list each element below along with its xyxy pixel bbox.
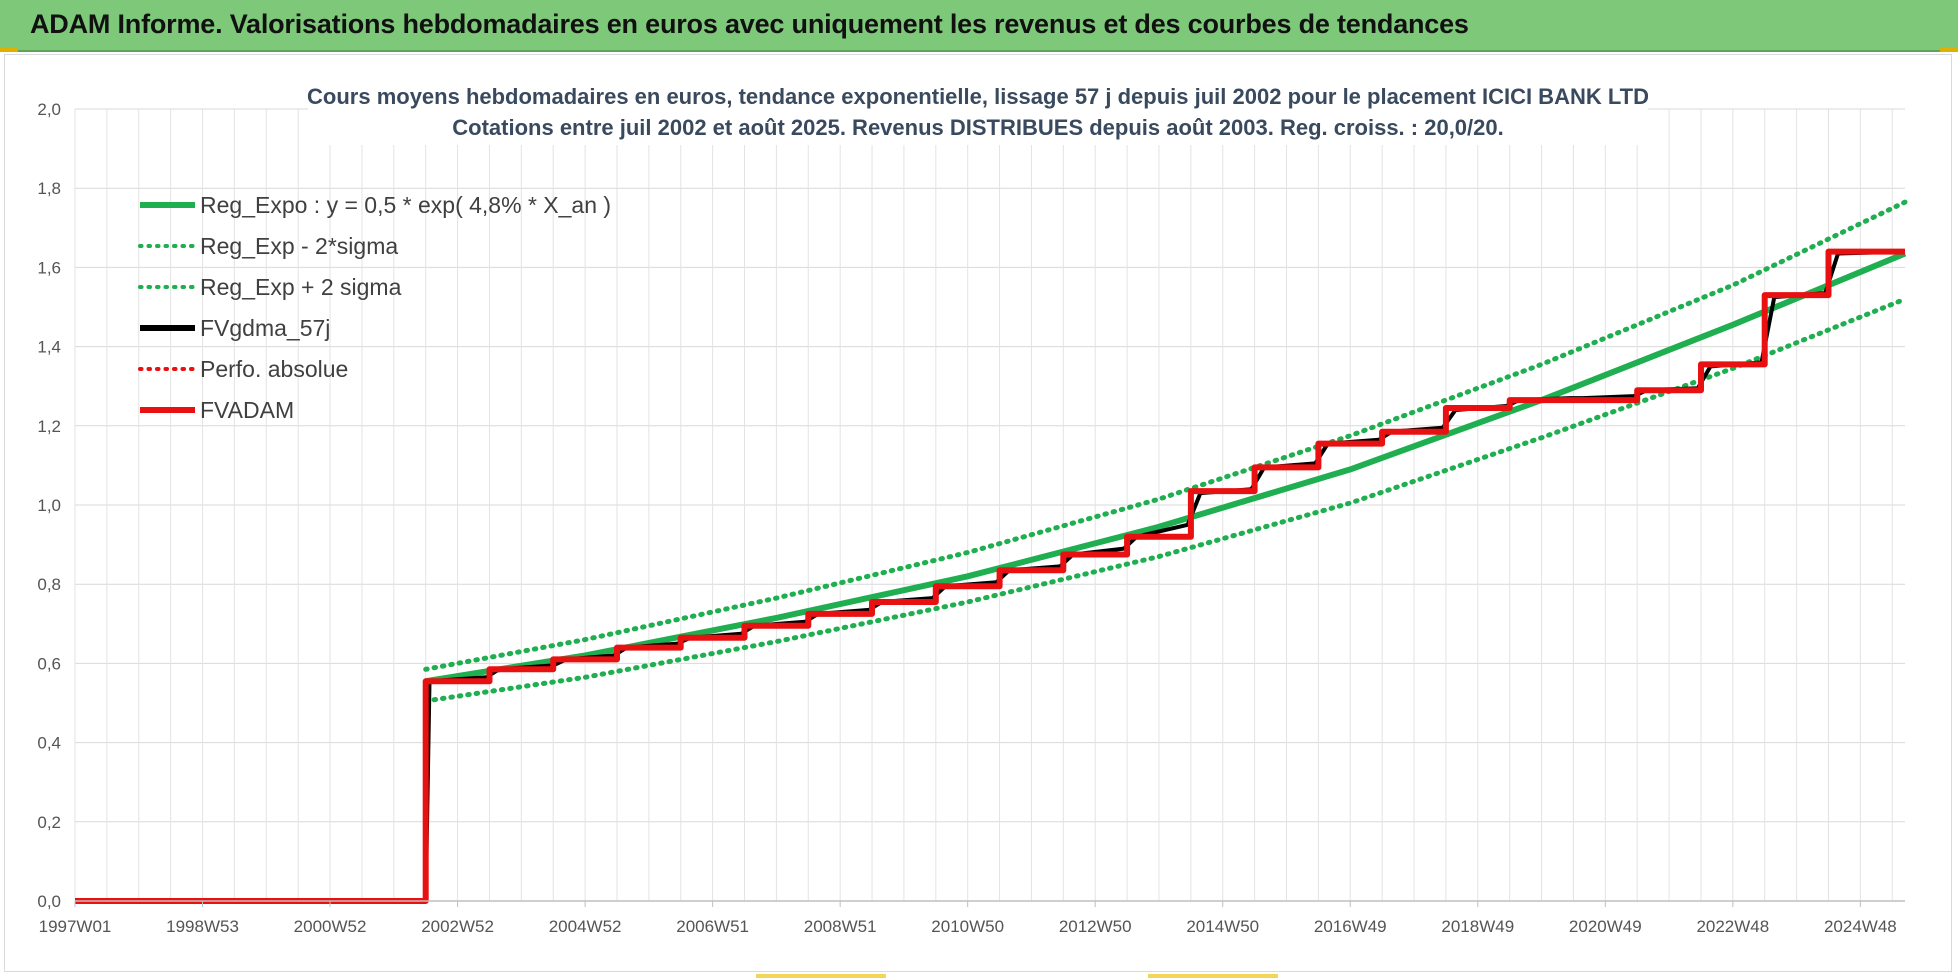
x-tick-label: 2014W50 <box>1186 917 1259 936</box>
y-tick-label: 1,4 <box>37 338 61 357</box>
legend-label-0: Reg_Expo : y = 0,5 * exp( 4,8% * X_an ) <box>200 192 611 218</box>
legend-label-4: Perfo. absolue <box>200 356 348 382</box>
legend-label-1: Reg_Exp - 2*sigma <box>200 233 398 259</box>
x-tick-label: 2010W50 <box>931 917 1004 936</box>
x-tick-label: 2004W52 <box>549 917 622 936</box>
y-tick-label: 1,0 <box>37 496 61 515</box>
x-tick-label: 2024W48 <box>1824 917 1897 936</box>
chart-container: 0,0 0,2 0,4 0,6 0,8 1,0 1,2 1,4 1,6 1,8 2,0 1997W01… <box>4 54 1952 972</box>
bottom-accent-1 <box>756 974 886 978</box>
chart-title-background <box>308 83 1648 145</box>
y-tick-label: 0,0 <box>37 892 61 911</box>
x-tick-label: 2016W49 <box>1314 917 1387 936</box>
series-line-2 <box>423 199 1908 672</box>
x-tick-label: 1997W01 <box>39 917 112 936</box>
corner-accent-right <box>1940 47 1958 52</box>
series-layer <box>75 199 1908 904</box>
x-tick-label: 2002W52 <box>421 917 494 936</box>
x-tick-label: 2020W49 <box>1569 917 1642 936</box>
series-line-0 <box>425 250 1907 685</box>
legend-label-3: FVgdma_57j <box>200 315 330 341</box>
y-tick-label: 0,8 <box>37 575 61 594</box>
x-tick-label: 2000W52 <box>294 917 367 936</box>
y-tick-label: 0,2 <box>37 813 61 832</box>
x-tick-label: 2006W51 <box>676 917 749 936</box>
x-tick-label: 2008W51 <box>804 917 877 936</box>
report-header: ADAM Informe. Valorisations hebdomadaire… <box>0 0 1958 52</box>
y-tick-label: 2,0 <box>37 100 61 119</box>
report-title: ADAM Informe. Valorisations hebdomadaire… <box>30 9 1469 39</box>
y-tick-label: 1,8 <box>37 179 61 198</box>
x-tick-label: 2018W49 <box>1441 917 1514 936</box>
chart-title-line-1: Cours moyens hebdomadaires en euros, ten… <box>307 84 1649 109</box>
line-chart: 0,0 0,2 0,4 0,6 0,8 1,0 1,2 1,4 1,6 1,8 2,0 1997W01… <box>37 83 1908 936</box>
corner-accent-left <box>0 47 18 52</box>
axis-layer: 0,0 0,2 0,4 0,6 0,8 1,0 1,2 1,4 1,6 1,8 2,0 1997W01… <box>37 100 1905 936</box>
legend-label-2: Reg_Exp + 2 sigma <box>200 274 402 300</box>
bottom-accent-2 <box>1148 974 1278 978</box>
x-tick-label: 1998W53 <box>166 917 239 936</box>
grid-layer <box>74 108 1905 902</box>
y-tick-label: 1,2 <box>37 417 61 436</box>
x-tick-label: 2022W48 <box>1696 917 1769 936</box>
chart-title-line-2: Cotations entre juil 2002 et août 2025. … <box>452 115 1503 140</box>
x-tick-label: 2012W50 <box>1059 917 1132 936</box>
y-tick-label: 1,6 <box>37 258 61 277</box>
legend-label-5: FVADAM <box>200 397 294 423</box>
series-line-5 <box>75 248 1905 904</box>
y-tick-label: 0,6 <box>37 654 61 673</box>
y-tick-label: 0,4 <box>37 734 61 753</box>
series-line-3 <box>75 249 1906 903</box>
legend: Reg_Expo : y = 0,5 * exp( 4,8% * X_an ) R… <box>138 192 611 423</box>
